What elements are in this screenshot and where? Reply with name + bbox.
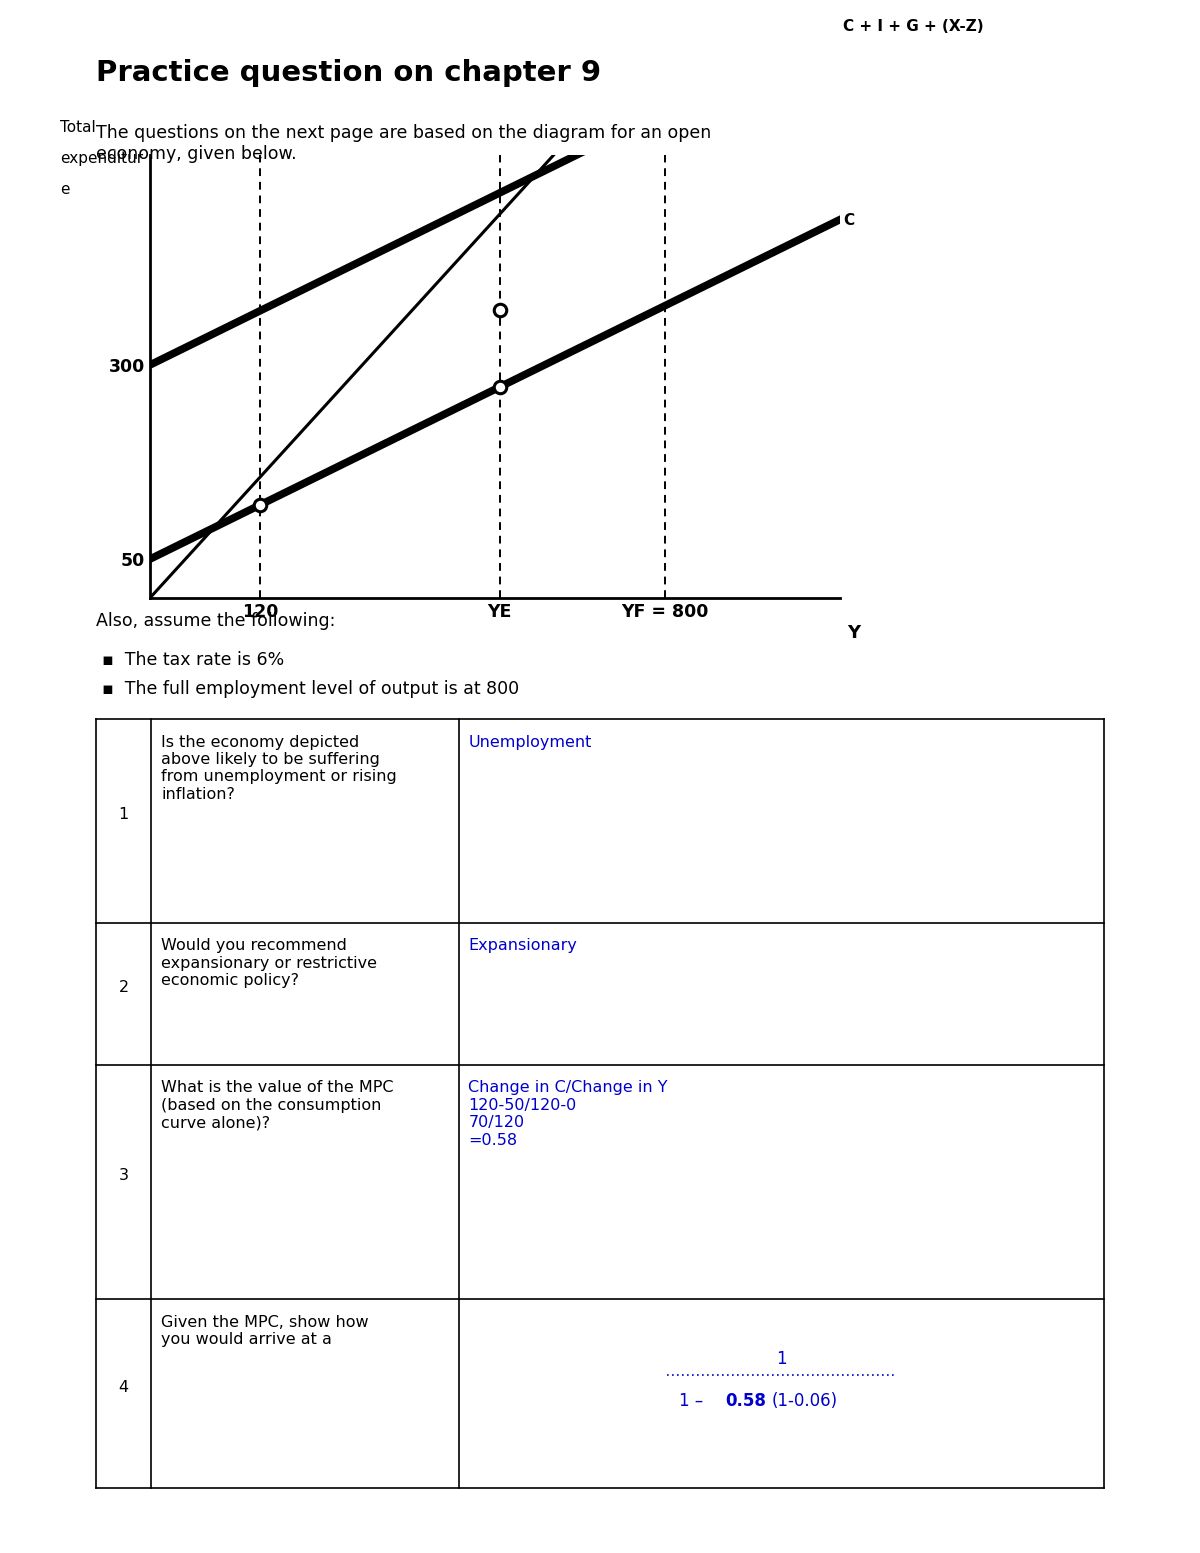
Text: ▪  The tax rate is 6%: ▪ The tax rate is 6% xyxy=(102,651,284,669)
Text: expenditur: expenditur xyxy=(60,151,144,166)
Text: Is the economy depicted
above likely to be suffering
from unemployment or rising: Is the economy depicted above likely to … xyxy=(161,735,397,801)
Text: 1: 1 xyxy=(119,808,128,822)
Text: 1: 1 xyxy=(776,1351,787,1368)
Text: (1-0.06): (1-0.06) xyxy=(772,1393,838,1410)
Text: 1 –: 1 – xyxy=(679,1393,709,1410)
Text: 3: 3 xyxy=(119,1168,128,1183)
Text: 4: 4 xyxy=(119,1381,128,1395)
Text: 2: 2 xyxy=(119,980,128,995)
Text: Also, assume the following:: Also, assume the following: xyxy=(96,612,335,631)
Text: Practice question on chapter 9: Practice question on chapter 9 xyxy=(96,59,601,87)
Text: Total: Total xyxy=(60,120,96,135)
Text: Change in C/Change in Y
120-50/120-0
70/120
=0.58: Change in C/Change in Y 120-50/120-0 70/… xyxy=(468,1081,668,1148)
Text: C + I + G + (X-Z): C + I + G + (X-Z) xyxy=(842,19,983,34)
Text: e: e xyxy=(60,182,70,197)
Text: ▪  The full employment level of output is at 800: ▪ The full employment level of output is… xyxy=(102,680,520,699)
Text: Would you recommend
expansionary or restrictive
economic policy?: Would you recommend expansionary or rest… xyxy=(161,938,377,988)
Text: The questions on the next page are based on the diagram for an open
economy, giv: The questions on the next page are based… xyxy=(96,124,712,163)
Text: Expansionary: Expansionary xyxy=(468,938,577,954)
Text: Given the MPC, show how
you would arrive at a: Given the MPC, show how you would arrive… xyxy=(161,1315,368,1348)
Text: Unemployment: Unemployment xyxy=(468,735,592,750)
Text: 0.58: 0.58 xyxy=(725,1393,766,1410)
Text: What is the value of the MPC
(based on the consumption
curve alone)?: What is the value of the MPC (based on t… xyxy=(161,1081,394,1131)
Text: Y: Y xyxy=(847,624,860,643)
Text: C: C xyxy=(842,213,854,228)
